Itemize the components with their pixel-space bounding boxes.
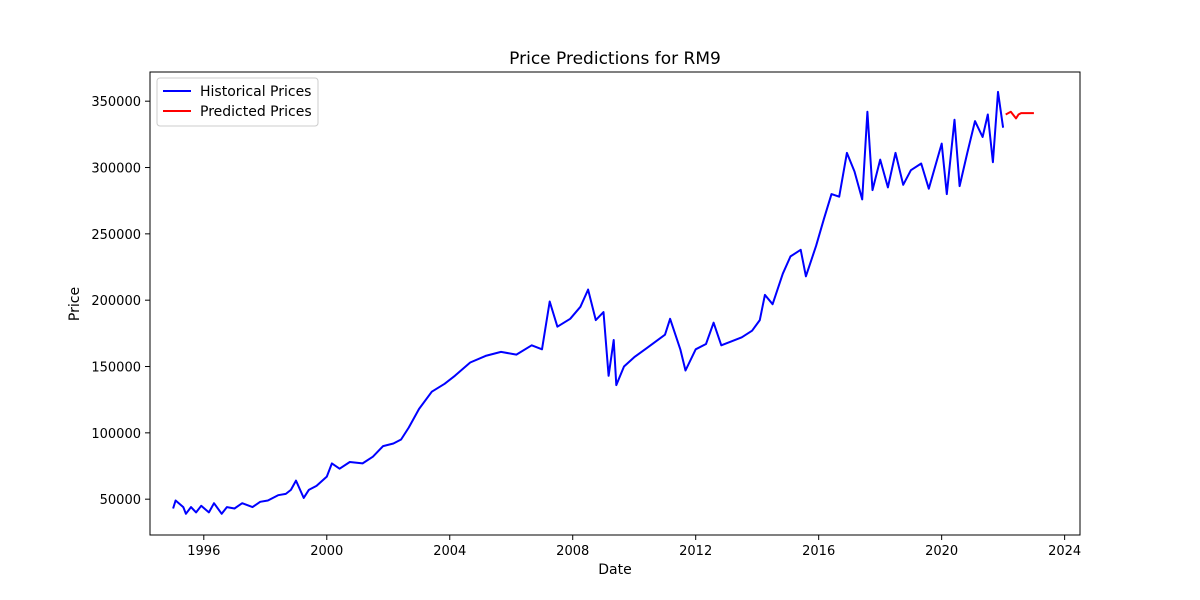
legend-label-predicted: Predicted Prices bbox=[200, 104, 312, 120]
y-tick-label: 150000 bbox=[91, 361, 141, 376]
x-tick-label: 2008 bbox=[556, 544, 589, 559]
x-tick-label: 2016 bbox=[802, 544, 835, 559]
y-tick-label: 250000 bbox=[91, 228, 141, 243]
y-tick-label: 300000 bbox=[91, 162, 141, 177]
legend-box bbox=[156, 77, 319, 127]
x-axis-label: Date bbox=[598, 562, 631, 578]
x-axis: 1996 2000 2004 2008 2012 2016 2020 2024 bbox=[187, 535, 1081, 559]
x-tick-label: 2024 bbox=[1048, 544, 1081, 559]
series-line-predicted bbox=[1005, 110, 1034, 120]
y-tick-label: 100000 bbox=[91, 427, 141, 442]
plot-lines bbox=[172, 90, 1034, 515]
x-tick-label: 1996 bbox=[187, 544, 220, 559]
series-line-historical bbox=[172, 90, 1005, 515]
x-tick-label: 2000 bbox=[310, 544, 343, 559]
x-tick-label: 2012 bbox=[679, 544, 712, 559]
x-tick-label: 2004 bbox=[433, 544, 466, 559]
chart-title: Price Predictions for RM9 bbox=[509, 49, 721, 69]
legend: Historical Prices Predicted Prices bbox=[156, 77, 319, 127]
y-axis-label: Price bbox=[67, 287, 83, 321]
y-tick-label: 200000 bbox=[91, 294, 141, 309]
legend-label-historical: Historical Prices bbox=[200, 84, 311, 100]
y-axis: 50000 100000 150000 200000 250000 300000 35000… bbox=[91, 95, 150, 508]
plot-frame bbox=[149, 71, 1081, 536]
y-tick-label: 350000 bbox=[91, 95, 141, 110]
x-tick-label: 2020 bbox=[925, 544, 958, 559]
y-tick-label: 50000 bbox=[100, 493, 141, 508]
